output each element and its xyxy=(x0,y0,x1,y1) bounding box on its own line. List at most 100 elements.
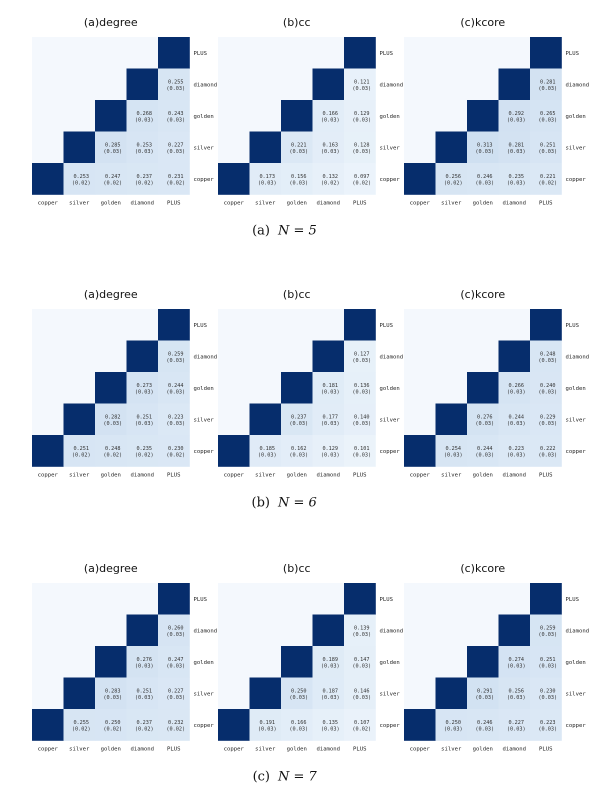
cell-std: (0.03) xyxy=(538,663,557,669)
heatmap-cell xyxy=(498,100,531,132)
heatmap-cell xyxy=(344,677,376,710)
cell-value: 0.248 xyxy=(105,446,121,452)
heatmap-cell xyxy=(126,163,159,195)
heatmap-cell xyxy=(249,163,282,195)
heatmap-cell xyxy=(63,68,96,101)
heatmap-cell xyxy=(95,614,127,647)
heatmap-cell xyxy=(218,340,250,373)
cell-std: (0.03) xyxy=(321,421,340,427)
y-tick-label: PLUS xyxy=(566,597,579,603)
cell-value: 0.227 xyxy=(508,720,524,726)
heatmap-cell xyxy=(63,100,96,132)
heatmap-cell xyxy=(218,100,250,132)
heatmap-cell xyxy=(32,340,64,373)
cell-std: (0.03) xyxy=(321,695,340,701)
heatmap-cell xyxy=(530,403,562,436)
heatmap-cell xyxy=(498,37,531,69)
cell-std: (0.03) xyxy=(103,149,122,155)
heatmap-cell xyxy=(218,677,250,710)
heatmap-cell xyxy=(435,435,468,467)
heatmap-cell xyxy=(218,68,250,101)
heatmap-cell xyxy=(126,403,159,436)
caption-label: (a) xyxy=(252,224,270,239)
x-tick-label: PLUS xyxy=(539,201,552,207)
cell-value: 0.223 xyxy=(168,414,184,420)
heatmap-cell xyxy=(498,372,531,404)
cell-std: (0.03) xyxy=(475,180,494,186)
cell-std: (0.03) xyxy=(352,695,371,701)
heatmap-cell xyxy=(126,646,159,678)
cell-value: 0.292 xyxy=(508,111,524,117)
heatmap-2-3: (c)kcore0.248(0.03)0.266(0.03)0.240(0.03… xyxy=(404,288,589,479)
cell-std: (0.03) xyxy=(352,149,371,155)
x-tick-label: silver xyxy=(69,747,90,753)
cell-value: 0.227 xyxy=(168,688,184,694)
heatmap-cell xyxy=(467,340,499,373)
cell-std: (0.03) xyxy=(103,421,122,427)
heatmap-cell xyxy=(63,709,96,741)
heatmap-cell xyxy=(95,677,127,710)
cell-std: (0.03) xyxy=(258,726,277,732)
cell-std: (0.03) xyxy=(135,149,154,155)
heatmap-cell xyxy=(32,100,64,132)
y-tick-label: PLUS xyxy=(566,51,579,57)
heatmap-cell xyxy=(249,646,282,678)
diagonal-cell xyxy=(530,37,562,69)
heatmap-cell xyxy=(344,163,376,195)
y-tick-label: copper xyxy=(194,449,215,455)
heatmap-cell xyxy=(249,372,282,404)
cell-value: 0.146 xyxy=(354,688,370,694)
cell-std: (0.03) xyxy=(352,358,371,364)
heatmap-cell xyxy=(404,614,436,647)
heatmap-cell xyxy=(126,37,159,69)
y-tick-label: copper xyxy=(566,177,587,183)
heatmap-cell xyxy=(281,68,313,101)
cell-std: (0.03) xyxy=(289,149,308,155)
cell-std: (0.03) xyxy=(289,726,308,732)
x-tick-label: silver xyxy=(441,747,462,753)
heatmap-cell xyxy=(126,100,159,132)
y-tick-label: copper xyxy=(380,449,401,455)
cell-std: (0.03) xyxy=(538,117,557,123)
x-tick-label: golden xyxy=(287,747,307,753)
cell-value: 0.132 xyxy=(322,174,338,180)
cell-value: 0.181 xyxy=(322,383,338,389)
cell-value: 0.101 xyxy=(354,446,370,452)
cell-std: (0.03) xyxy=(289,421,308,427)
heatmap-cell xyxy=(344,372,376,404)
heatmap-cell xyxy=(63,309,96,341)
cell-std: (0.03) xyxy=(507,663,526,669)
y-tick-label: diamond xyxy=(566,82,590,88)
heatmap-cell xyxy=(435,709,468,741)
heatmap-cell xyxy=(158,372,190,404)
heatmap-cell xyxy=(344,68,376,101)
cell-value: 0.281 xyxy=(508,142,524,148)
cell-value: 0.276 xyxy=(136,657,152,663)
heatmap-cell xyxy=(435,646,468,678)
x-tick-label: copper xyxy=(38,201,59,207)
heatmap-cell xyxy=(404,309,436,341)
cell-value: 0.237 xyxy=(136,174,152,180)
heatmap-cell xyxy=(281,163,313,195)
cell-value: 0.240 xyxy=(540,383,556,389)
cell-value: 0.189 xyxy=(322,657,338,663)
heatmap-cell xyxy=(158,100,190,132)
cell-std: (0.03) xyxy=(321,663,340,669)
cell-std: (0.03) xyxy=(507,695,526,701)
cell-value: 0.246 xyxy=(477,720,493,726)
heatmap-cell xyxy=(344,403,376,436)
cell-std: (0.03) xyxy=(166,663,185,669)
cell-value: 0.266 xyxy=(508,383,524,389)
cell-value: 0.260 xyxy=(168,625,184,631)
heatmap-cell xyxy=(158,131,190,164)
cell-value: 0.265 xyxy=(540,111,556,117)
x-tick-label: PLUS xyxy=(167,201,180,207)
y-tick-label: diamond xyxy=(380,628,404,634)
cell-std: (0.03) xyxy=(352,632,371,638)
heatmap-cell xyxy=(158,403,190,436)
cell-value: 0.097 xyxy=(354,174,370,180)
x-tick-label: PLUS xyxy=(539,473,552,479)
y-tick-label: silver xyxy=(194,417,215,423)
diagonal-cell xyxy=(218,709,250,741)
heatmap-cell xyxy=(467,583,499,615)
